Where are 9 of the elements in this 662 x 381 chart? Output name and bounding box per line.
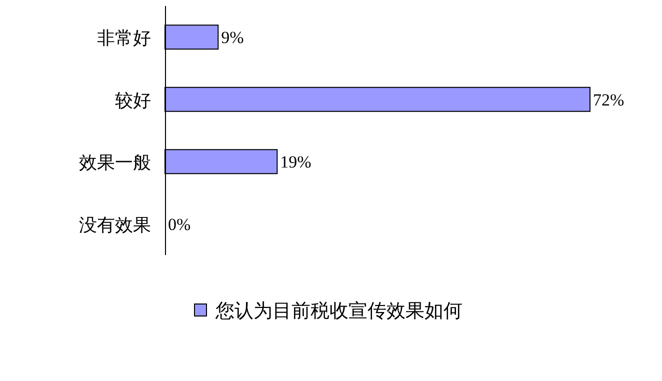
y-tick-label: 较好	[115, 90, 151, 112]
data-label: 72%	[593, 90, 624, 110]
y-tick-label: 非常好	[97, 28, 151, 50]
y-tick-label: 效果一般	[79, 152, 151, 174]
data-label: 9%	[221, 28, 244, 48]
data-label: 19%	[280, 152, 312, 172]
y-tick-label: 没有效果	[79, 214, 151, 236]
data-label: 0%	[168, 214, 191, 234]
legend-label: 您认为目前税收宣传效果如何	[214, 300, 462, 322]
